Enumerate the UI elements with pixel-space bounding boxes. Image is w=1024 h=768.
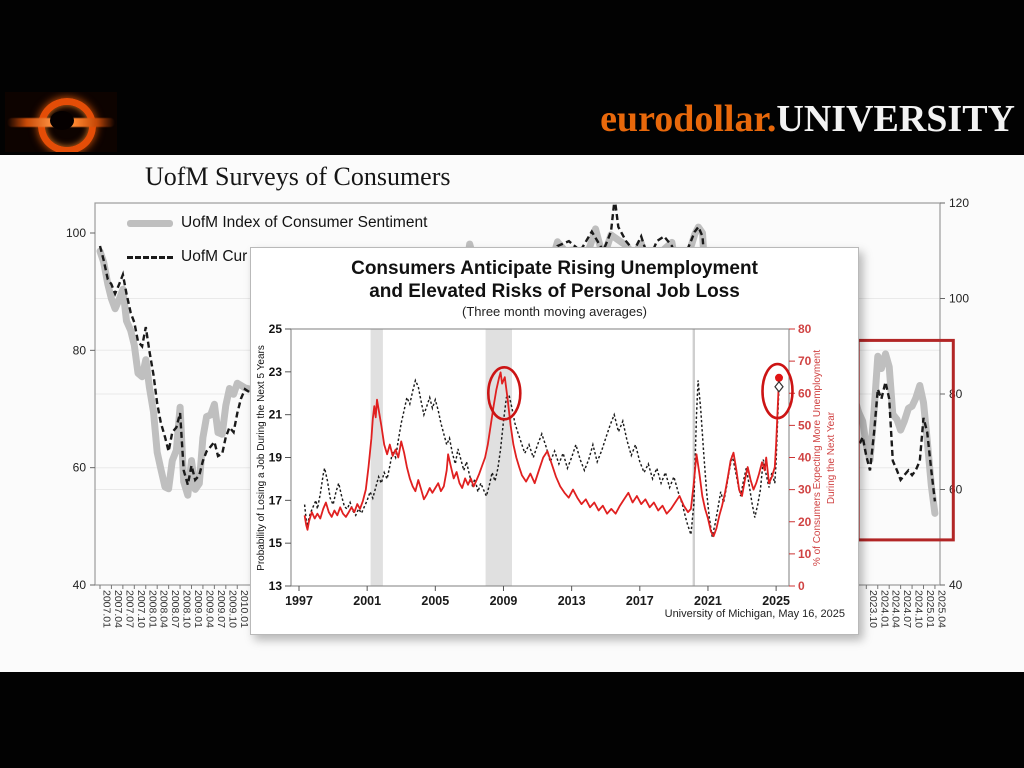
red-end-dot [775, 373, 783, 382]
inner-left-tick-label: 15 [269, 536, 283, 550]
recession-band [370, 329, 383, 586]
inner-left-tick-label: 23 [269, 365, 283, 379]
slide-title: UofM Surveys of Consumers [145, 162, 451, 191]
gray-line-sample-icon [127, 219, 173, 227]
inner-right-axis-title-line2: During the Next Year [826, 411, 837, 504]
top-bar: eurodollar.UNIVERSITY [0, 0, 1024, 155]
inner-x-tick-label: 2001 [353, 594, 381, 608]
inner-right-tick-label: 60 [798, 386, 812, 400]
inner-right-tick-label: 80 [798, 322, 812, 336]
expecting-unemployment-line [303, 371, 780, 538]
overlay-chart-card: Consumers Anticipate Rising Unemployment… [250, 247, 859, 635]
inner-left-tick-label: 21 [269, 408, 283, 422]
black-hole-logo [5, 92, 117, 152]
black-hole-center-icon [50, 111, 74, 130]
legend-item-current: UofM Cur [127, 248, 247, 266]
legend-label-current: UofM Cur [181, 248, 248, 265]
job-loss-probability-line [303, 378, 780, 537]
black-end-diamond [774, 380, 784, 393]
overlay-title-line2: and Elevated Risks of Personal Job Loss [369, 281, 740, 302]
inner-left-axis-title: Probability of Losing a Job During the N… [256, 345, 267, 571]
inner-left-tick-label: 13 [269, 579, 283, 593]
inner-right-tick-label: 10 [798, 547, 812, 561]
inner-left-tick-label: 25 [269, 322, 283, 336]
dashed-line-sample-icon [127, 255, 173, 259]
brand-wordmark: eurodollar.UNIVERSITY [600, 97, 1015, 141]
inner-x-tick-label: 1997 [285, 594, 313, 608]
brand-university: UNIVERSITY [776, 98, 1015, 140]
inner-x-tick-label: 2017 [626, 594, 654, 608]
source-note: University of Michigan, May 16, 2025 [664, 608, 845, 620]
inner-right-axis-title-line1: % of Consumers Expecting More Unemployme… [812, 350, 823, 566]
inner-right-tick-label: 30 [798, 483, 812, 497]
inner-x-tick-label: 2025 [762, 594, 790, 608]
inner-right-tick-label: 40 [798, 451, 812, 465]
overlay-title-line1: Consumers Anticipate Rising Unemployment [351, 258, 758, 279]
inner-plot-frame [290, 328, 790, 587]
highlight-circle [761, 362, 794, 420]
inner-x-tick-label: 2021 [694, 594, 722, 608]
inner-right-tick-label: 50 [798, 418, 812, 432]
bottom-bar [0, 672, 1024, 768]
covid-recession-line [692, 329, 695, 586]
brand-eurodollar: eurodollar. [600, 98, 777, 140]
inner-x-tick-label: 2013 [558, 594, 586, 608]
highlight-circle [487, 366, 522, 421]
inner-right-tick-label: 70 [798, 354, 812, 368]
inner-right-tick-label: 20 [798, 515, 812, 529]
overlay-chart-title: Consumers Anticipate Rising Unemployment… [251, 257, 858, 303]
inner-left-tick-label: 19 [269, 451, 283, 465]
inner-x-tick-label: 2005 [421, 594, 449, 608]
inner-left-tick-label: 17 [269, 493, 283, 507]
legend-label-sentiment: UofM Index of Consumer Sentiment [181, 214, 428, 231]
recession-band [485, 329, 512, 586]
overlay-chart-subtitle: (Three month moving averages) [462, 304, 647, 319]
inner-right-tick-label: 0 [798, 579, 805, 593]
inner-x-tick-label: 2009 [490, 594, 518, 608]
legend-item-sentiment: UofM Index of Consumer Sentiment [127, 214, 427, 232]
